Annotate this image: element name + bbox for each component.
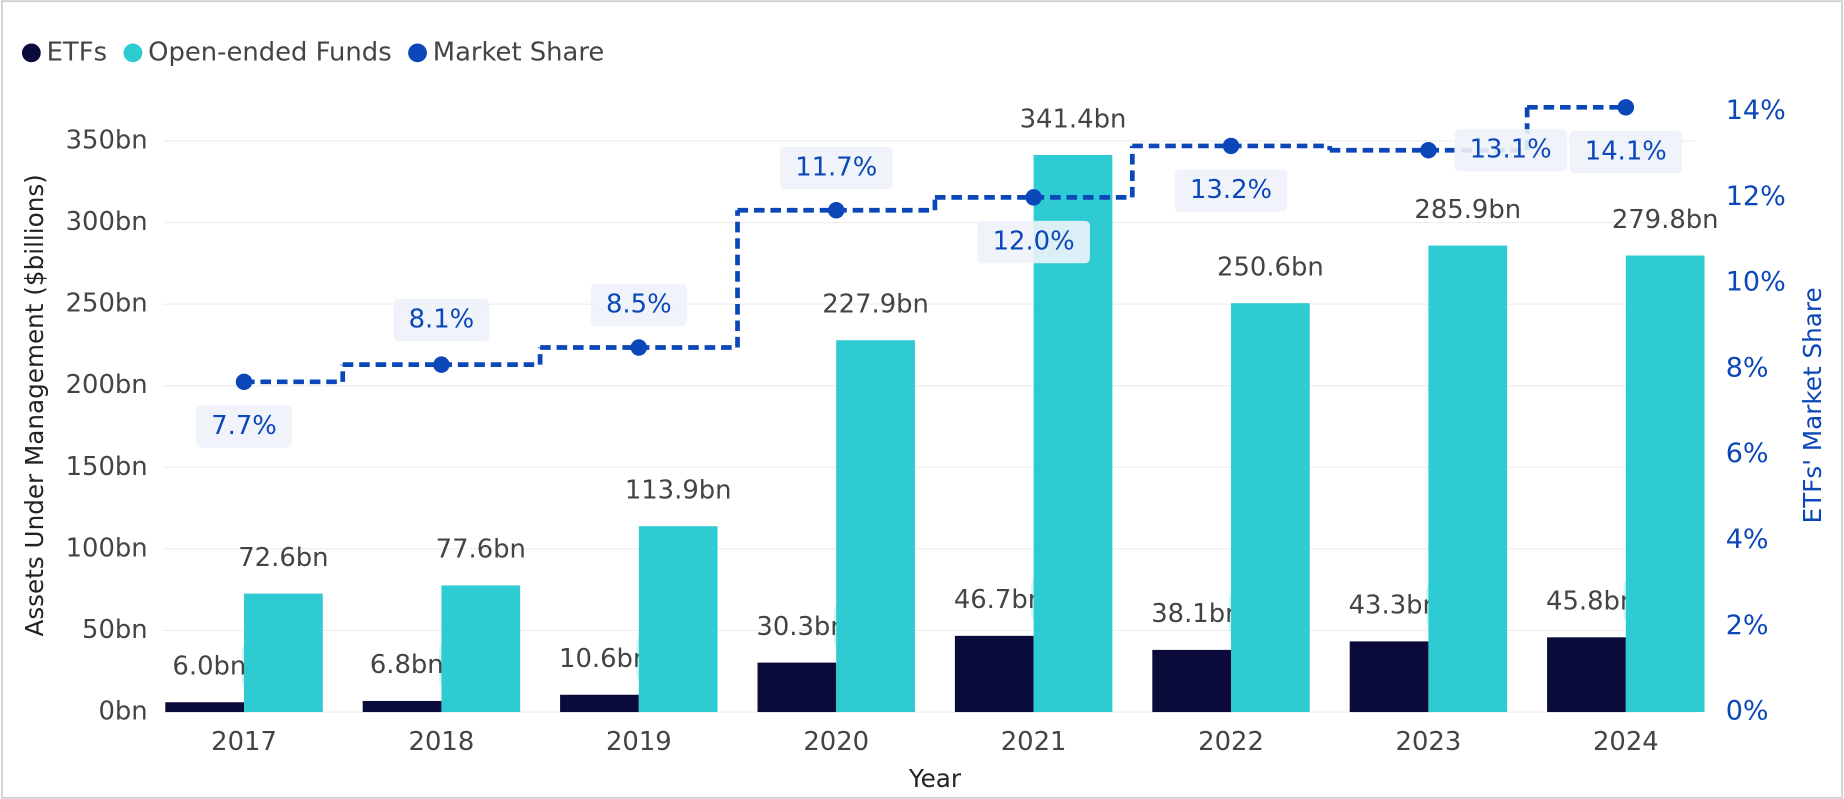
bar <box>757 662 837 713</box>
marker <box>1420 141 1437 159</box>
legend-label: ETFs <box>47 37 107 67</box>
legend-marker <box>21 43 41 63</box>
data-label: 14.1% <box>1585 136 1667 166</box>
y2-tick-label: 8% <box>1726 352 1769 383</box>
bar <box>954 635 1034 713</box>
data-label: 77.6bn <box>436 535 526 565</box>
legend-marker <box>408 43 427 63</box>
data-label: 8.1% <box>409 305 475 335</box>
y2-axis-title: ETFs' Market Share <box>1798 287 1827 523</box>
bar <box>638 526 718 713</box>
legend-label: Market Share <box>433 37 605 67</box>
x-tick-label: 2020 <box>803 727 869 757</box>
y-tick-label: 250bn <box>66 289 148 319</box>
x-tick-label: 2019 <box>606 727 672 757</box>
legend-marker <box>123 43 143 63</box>
label-box <box>393 298 490 342</box>
bar <box>244 593 323 713</box>
y2-tick-label: 6% <box>1726 438 1769 469</box>
bar <box>441 585 521 713</box>
data-label: 227.9bn <box>822 289 929 319</box>
legend-label: Open-ended Funds <box>148 37 392 67</box>
x-axis-title: Year <box>908 764 962 793</box>
y-axis-title: Assets Under Management ($billions) <box>20 174 49 636</box>
y-tick-label: 0bn <box>98 697 147 727</box>
bar <box>1547 637 1626 713</box>
y-tick-label: 200bn <box>66 370 148 400</box>
x-tick-label: 2021 <box>1001 727 1067 757</box>
marker <box>630 339 648 356</box>
data-label: 7.7% <box>211 411 277 441</box>
x-tick-label: 2022 <box>1198 727 1264 757</box>
y2-tick-label: 0% <box>1726 696 1769 727</box>
y-tick-label: 100bn <box>66 533 148 563</box>
bar <box>1231 303 1310 713</box>
data-label: 38.1bn <box>1151 599 1241 629</box>
bar <box>362 700 442 713</box>
data-label: 279.8bn <box>1612 205 1719 235</box>
y-tick-label: 350bn <box>66 125 148 155</box>
data-label: 45.8bn <box>1546 587 1636 617</box>
data-label: 250.6bn <box>1217 252 1324 282</box>
x-tick-label: 2023 <box>1396 727 1462 757</box>
data-label: 8.5% <box>606 290 672 320</box>
label-box <box>1174 169 1288 212</box>
data-label: 11.7% <box>795 152 877 182</box>
y-tick-label: 50bn <box>82 615 148 645</box>
marker <box>828 202 845 219</box>
label-box <box>1454 129 1567 172</box>
bar <box>1152 649 1232 713</box>
marker <box>1222 137 1240 155</box>
marker <box>433 356 450 373</box>
label-box <box>590 284 687 327</box>
data-label: 6.0bn <box>172 652 246 682</box>
y2-tick-label: 4% <box>1726 524 1769 555</box>
data-label: 6.8bn <box>370 650 444 680</box>
data-label: 341.4bn <box>1020 104 1127 134</box>
bar <box>1349 641 1429 713</box>
data-label: 113.9bn <box>625 475 732 505</box>
x-tick-label: 2017 <box>211 727 277 757</box>
label-box <box>779 146 893 190</box>
y2-tick-label: 10% <box>1726 267 1786 298</box>
marker <box>1617 99 1635 116</box>
bar <box>165 702 245 713</box>
data-label: 13.2% <box>1190 175 1272 205</box>
marker <box>1025 189 1042 206</box>
marker <box>235 373 253 391</box>
y2-tick-label: 2% <box>1726 610 1769 641</box>
data-label: 12.0% <box>993 227 1075 257</box>
label-box <box>977 220 1090 264</box>
x-tick-label: 2024 <box>1593 727 1659 757</box>
data-label: 72.6bn <box>238 543 328 573</box>
x-tick-label: 2018 <box>409 727 475 757</box>
bar <box>560 694 639 713</box>
y-tick-label: 150bn <box>66 452 148 482</box>
data-label: 43.3bn <box>1349 591 1439 621</box>
bar <box>836 340 915 713</box>
y2-tick-label: 14% <box>1726 95 1786 126</box>
data-label: 285.9bn <box>1414 195 1521 225</box>
data-label: 10.6bn <box>559 644 649 674</box>
label-box <box>1569 130 1683 174</box>
data-label: 13.1% <box>1470 135 1552 165</box>
bar <box>1428 245 1508 713</box>
data-label: 30.3bn <box>756 612 846 642</box>
data-label: 46.7bn <box>954 585 1044 615</box>
y2-tick-label: 12% <box>1726 181 1786 212</box>
bar <box>1625 255 1705 713</box>
label-box <box>195 405 293 448</box>
y-tick-label: 300bn <box>66 207 148 237</box>
